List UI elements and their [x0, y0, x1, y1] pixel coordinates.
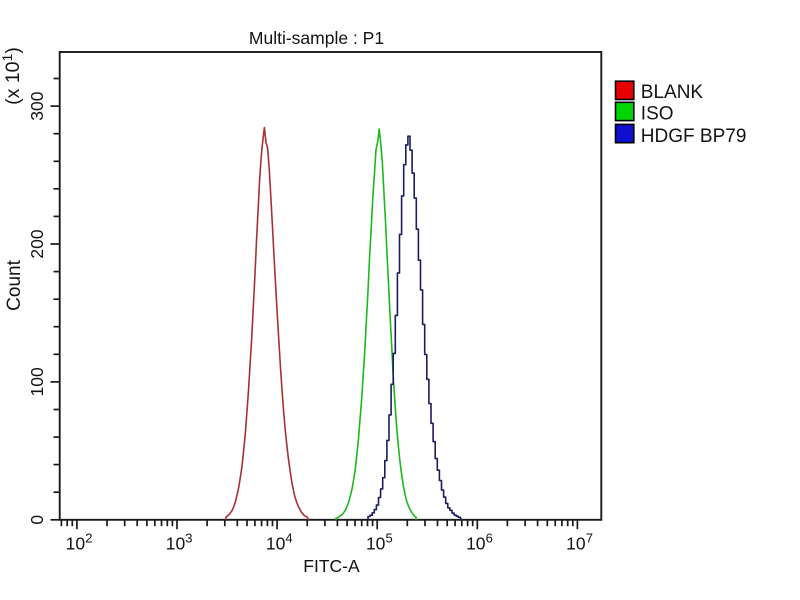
svg-text:7: 7	[586, 530, 593, 545]
svg-text:4: 4	[285, 530, 292, 545]
svg-text:Count: Count	[4, 259, 25, 310]
svg-text:10: 10	[66, 533, 86, 553]
svg-text:HDGF BP79: HDGF BP79	[641, 126, 747, 147]
svg-text:3: 3	[185, 530, 192, 545]
svg-text:Multi-sample : P1: Multi-sample : P1	[249, 28, 384, 48]
svg-text:6: 6	[486, 530, 493, 545]
svg-text:100: 100	[27, 367, 47, 396]
svg-text:300: 300	[27, 91, 47, 120]
svg-text:0: 0	[27, 515, 47, 525]
svg-text:10: 10	[466, 533, 486, 553]
svg-text:200: 200	[27, 229, 47, 258]
svg-text:10: 10	[566, 533, 586, 553]
svg-text:ISO: ISO	[641, 104, 674, 125]
svg-text:10: 10	[366, 533, 386, 553]
svg-text:10: 10	[266, 533, 286, 553]
svg-text:2: 2	[85, 530, 92, 545]
svg-text:5: 5	[386, 530, 393, 545]
svg-text:BLANK: BLANK	[641, 82, 704, 103]
svg-text:10: 10	[166, 533, 186, 553]
svg-text:FITC-A: FITC-A	[303, 556, 360, 576]
